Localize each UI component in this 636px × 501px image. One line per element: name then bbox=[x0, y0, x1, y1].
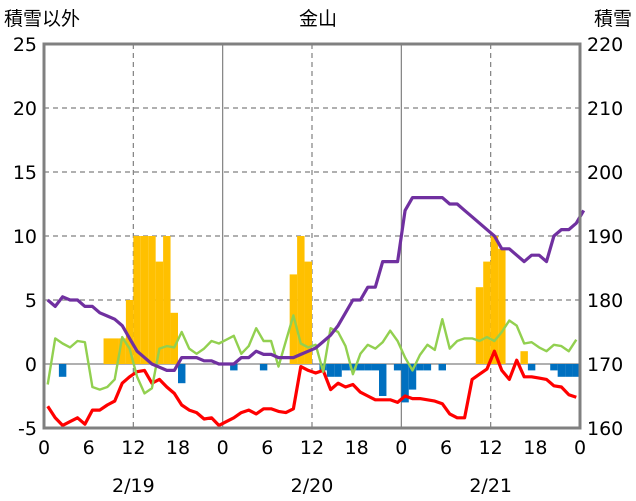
snowfall-bar bbox=[475, 287, 484, 364]
snow-change-bar bbox=[259, 364, 268, 371]
snow-change-bar bbox=[423, 364, 432, 371]
left-tick-label: 25 bbox=[13, 34, 37, 56]
left-tick-label: 10 bbox=[13, 226, 37, 248]
snowfall-bar bbox=[490, 236, 499, 364]
snowfall-bar bbox=[103, 338, 111, 364]
right-tick-label: 190 bbox=[587, 226, 623, 248]
x-tick-label: 12 bbox=[121, 437, 145, 459]
x-tick-label: 0 bbox=[395, 437, 407, 459]
snow-change-bar bbox=[58, 364, 67, 377]
x-tick-label: 6 bbox=[440, 437, 452, 459]
chart-title: 金山 bbox=[299, 8, 337, 30]
snowfall-bar bbox=[483, 261, 491, 364]
x-tick-label: 6 bbox=[83, 437, 95, 459]
left-tick-label: -5 bbox=[18, 418, 37, 440]
x-tick-label: 12 bbox=[300, 437, 324, 459]
left-axis-label: 積雪以外 bbox=[4, 8, 80, 30]
snowfall-bar bbox=[133, 236, 141, 364]
left-tick-label: 20 bbox=[13, 98, 37, 120]
date-label: 2/19 bbox=[112, 475, 155, 497]
snowfall-bar bbox=[125, 300, 134, 364]
right-tick-label: 170 bbox=[587, 354, 623, 376]
snowfall-bar bbox=[498, 248, 506, 364]
snowfall-bar bbox=[140, 236, 149, 364]
left-tick-label: 0 bbox=[25, 354, 37, 376]
snowfall-bar bbox=[111, 338, 119, 364]
x-tick-label: 6 bbox=[261, 437, 273, 459]
snow-change-bar bbox=[356, 364, 365, 371]
x-tick-label: 0 bbox=[38, 437, 50, 459]
x-tick-label: 18 bbox=[166, 437, 190, 459]
left-tick-label: 5 bbox=[25, 290, 37, 312]
snowfall-bar bbox=[520, 351, 528, 364]
snow-change-bar bbox=[408, 364, 417, 390]
right-axis-label: 積雪 bbox=[594, 8, 632, 30]
right-tick-label: 180 bbox=[587, 290, 623, 312]
snow-change-bar bbox=[438, 364, 446, 371]
snow-change-bar bbox=[178, 364, 186, 384]
snow-change-bar bbox=[364, 364, 372, 371]
snow-change-bar bbox=[393, 364, 402, 371]
snowfall-bar bbox=[118, 338, 126, 364]
left-tick-label: 15 bbox=[13, 162, 37, 184]
snow-change-bar bbox=[572, 364, 580, 377]
snow-change-bar bbox=[334, 364, 342, 377]
right-tick-label: 160 bbox=[587, 418, 623, 440]
snow-change-bar bbox=[230, 364, 238, 371]
date-label: 2/21 bbox=[469, 475, 512, 497]
snow-change-bar bbox=[550, 364, 558, 371]
date-label: 2/20 bbox=[291, 475, 334, 497]
x-tick-label: 0 bbox=[217, 437, 229, 459]
snow-change-bar bbox=[341, 364, 350, 371]
x-tick-label: 18 bbox=[523, 437, 547, 459]
snow-change-bar bbox=[371, 364, 379, 371]
snow-change-bar bbox=[416, 364, 424, 371]
snow-change-bar bbox=[326, 364, 335, 377]
x-tick-label: 0 bbox=[574, 437, 586, 459]
plot-frame bbox=[42, 42, 582, 430]
lines bbox=[46, 196, 586, 427]
green-series-line bbox=[46, 314, 578, 395]
snowfall-bar bbox=[304, 261, 312, 364]
snowfall-bar bbox=[170, 312, 178, 364]
snowfall-bar bbox=[155, 261, 164, 364]
snow-change-bar bbox=[401, 364, 409, 403]
snow-change-bar bbox=[349, 364, 357, 371]
snowfall-bar bbox=[163, 236, 171, 364]
right-tick-label: 220 bbox=[587, 34, 623, 56]
right-tick-label: 210 bbox=[587, 98, 623, 120]
snowfall-bar bbox=[148, 236, 156, 364]
right-tick-label: 200 bbox=[587, 162, 623, 184]
snowfall-bar bbox=[297, 236, 305, 364]
snow-change-bar bbox=[527, 364, 536, 371]
snow-change-bar bbox=[565, 364, 573, 377]
snow-depth-line bbox=[46, 196, 586, 372]
x-tick-label: 12 bbox=[479, 437, 503, 459]
x-tick-label: 18 bbox=[345, 437, 369, 459]
snow-change-bar bbox=[557, 364, 566, 377]
snow-change-bar bbox=[379, 364, 387, 396]
